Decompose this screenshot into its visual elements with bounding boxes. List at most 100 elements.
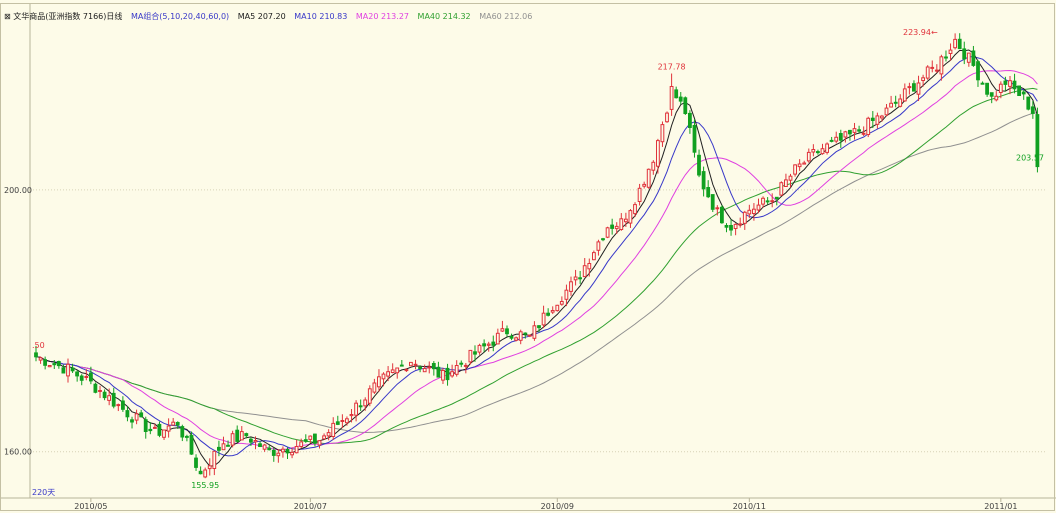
candle-up <box>592 252 596 261</box>
candle-down <box>267 447 272 451</box>
candle-up <box>642 183 647 187</box>
candle-up <box>386 371 391 377</box>
candle-up <box>107 395 111 401</box>
candle-down <box>980 82 985 85</box>
candle-down <box>130 419 134 423</box>
candle-up <box>587 263 592 270</box>
candle-down <box>459 362 464 365</box>
candle-down <box>893 101 898 104</box>
candle-up <box>518 331 523 341</box>
candle-up <box>84 376 89 378</box>
x-tick-label: 2010/11 <box>733 502 766 511</box>
candle-up <box>308 435 313 440</box>
candle-up <box>573 276 578 281</box>
candle-up <box>619 218 624 231</box>
candle-down <box>194 457 198 468</box>
candle-down <box>989 92 994 97</box>
candle-up <box>281 448 285 453</box>
candle-up <box>340 420 345 422</box>
y-tick-label: 160.00 <box>4 448 32 457</box>
candle-up <box>500 328 505 332</box>
candle-down <box>829 139 834 142</box>
candle-up <box>550 310 555 313</box>
candle-down <box>61 367 66 374</box>
candle-up <box>468 349 473 363</box>
candle-up <box>998 83 1003 93</box>
candle-up <box>834 136 839 142</box>
candle-down <box>226 444 230 447</box>
candle-up <box>793 164 798 175</box>
candle-down <box>258 443 262 447</box>
candle-down <box>285 449 290 454</box>
candle-down <box>692 125 697 153</box>
candle-up <box>294 446 299 454</box>
candle-up <box>367 388 372 404</box>
left-high-label: .50 <box>32 341 45 350</box>
candle-down <box>1030 106 1035 114</box>
candle-down <box>578 277 583 280</box>
candle-down <box>710 194 715 210</box>
candle-up <box>262 444 267 450</box>
candle-up <box>907 86 912 89</box>
candle-down <box>148 428 153 432</box>
candle-down <box>1017 85 1022 96</box>
candle-up <box>166 425 171 432</box>
candle-up <box>326 432 331 437</box>
candle-up <box>825 143 830 153</box>
candle-up <box>299 441 304 447</box>
candle-up <box>875 115 880 125</box>
candle-down <box>505 328 509 335</box>
candle-up <box>637 187 642 203</box>
candle-up <box>742 211 747 224</box>
candle-down <box>217 446 221 451</box>
candle-down <box>89 372 93 382</box>
candle-down <box>729 225 733 231</box>
candle-up <box>802 162 807 165</box>
chart-frame <box>0 3 1055 511</box>
candle-up <box>843 131 848 138</box>
candle-up <box>633 204 637 215</box>
candle-down <box>313 433 317 444</box>
candle-up <box>656 140 660 167</box>
candle-down <box>985 82 990 95</box>
candle-up <box>715 207 720 210</box>
candle-up <box>171 421 176 426</box>
candle-up <box>527 334 532 337</box>
candle-up <box>898 98 903 107</box>
candle-up <box>934 69 939 72</box>
candle-down <box>724 225 729 228</box>
ma-group-label: MA组合(5,10,20,40,60,0) <box>130 12 230 21</box>
ma40-line <box>35 87 1038 444</box>
candle-down <box>79 375 84 381</box>
candle-up <box>290 451 295 456</box>
candle-up <box>930 66 935 69</box>
candle-down <box>102 391 107 399</box>
last-price-label: 203.57 <box>1016 154 1044 163</box>
x-tick-label: 2010/07 <box>294 502 327 511</box>
candle-down <box>399 364 404 367</box>
candle-up <box>902 88 907 102</box>
candle-up <box>486 343 491 346</box>
candle-down <box>688 112 692 129</box>
candle-up <box>605 227 610 238</box>
x-tick-label: 2011/01 <box>984 502 1017 511</box>
candle-down <box>34 352 38 358</box>
candle-up <box>564 289 569 300</box>
candle-up <box>153 426 157 429</box>
candle-up <box>372 382 377 393</box>
candle-down <box>125 410 130 418</box>
candle-up <box>660 124 665 143</box>
candle-up <box>349 414 354 417</box>
candle-up <box>820 148 825 155</box>
candle-up <box>1008 80 1012 87</box>
candle-down <box>976 61 980 81</box>
candle-down <box>52 363 57 366</box>
candle-up <box>646 168 651 188</box>
candle-up <box>495 332 500 345</box>
candle-down <box>111 392 116 407</box>
candle-up <box>628 210 633 224</box>
chart-header: ⊠ 文华商品(亚洲指数 7166)日线 MA组合(5,10,20,40,60,0… <box>4 11 538 22</box>
ma40-label: MA40 214.32 <box>417 12 471 21</box>
candle-up <box>276 452 281 457</box>
candle-up <box>770 200 775 203</box>
